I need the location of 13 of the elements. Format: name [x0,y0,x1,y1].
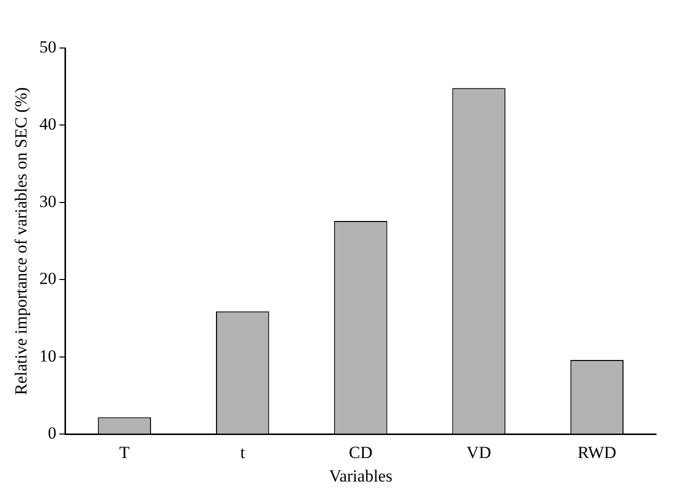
x-axis-title: Variables [329,466,392,486]
y-tick-label: 20 [39,269,56,288]
x-tick-label: t [240,442,246,462]
y-tick-label: 50 [39,37,56,56]
x-tick-label: VD [466,442,492,462]
y-axis-title: Relative importance of variables on SEC (%) [12,87,31,395]
y-tick-label: 0 [48,424,56,443]
y-tick-label: 30 [39,192,56,211]
x-tick-label: RWD [578,442,616,462]
y-tick-label: 40 [39,114,56,134]
x-tick-label: T [119,442,130,462]
x-tick-label: CD [348,442,373,462]
y-tick-label: 10 [39,346,56,366]
